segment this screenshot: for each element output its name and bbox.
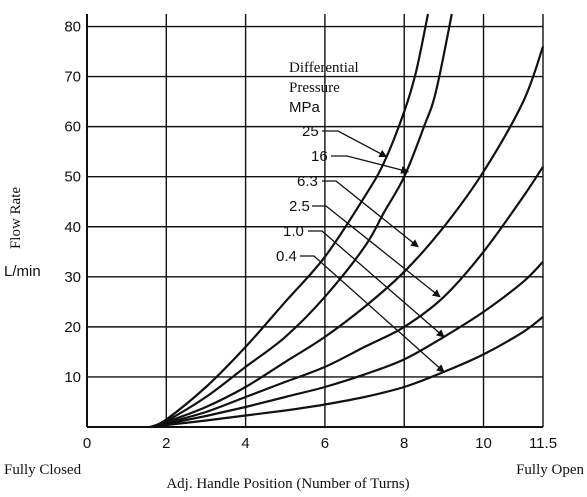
- series-label-16: 16: [311, 148, 328, 165]
- series-line-6-3: [150, 46, 545, 429]
- series-line-0-4: [150, 316, 544, 429]
- y-tick-label: 80: [64, 19, 81, 36]
- legend-title-line3: MPa: [289, 99, 321, 116]
- x-tick-label: 8: [400, 435, 408, 452]
- legend-title-line2: Pressure: [289, 80, 340, 96]
- leader-arrow-1-0: [308, 230, 445, 338]
- x-end-label-right: Fully Open: [516, 462, 584, 478]
- x-end-label-left: Fully Closed: [4, 462, 82, 478]
- series-label-6-3: 6.3: [297, 173, 318, 190]
- leader-arrow-2-5: [312, 205, 441, 298]
- x-tick-label: 10: [475, 435, 492, 452]
- y-tick-label: 70: [64, 69, 81, 86]
- series-label-0-4: 0.4: [276, 248, 297, 265]
- leader-arrow-16: [331, 155, 410, 174]
- leader-arrow-6-3: [322, 180, 419, 248]
- series-line-1-0: [150, 261, 544, 429]
- y-tick-label: 20: [64, 319, 81, 336]
- leader-arrow-0-4: [300, 255, 445, 373]
- x-tick-label: 6: [321, 435, 329, 452]
- series-curves: [149, 13, 545, 429]
- x-axis-label: Adj. Handle Position (Number of Turns): [166, 476, 409, 492]
- y-tick-label: 40: [64, 219, 81, 236]
- legend-title-line1: Differential: [289, 60, 359, 76]
- x-tick-label: 4: [241, 435, 249, 452]
- tick-labels: 10 20 30 40 50 60 70 80 0 2 4 6 8 10 11.5: [64, 19, 557, 452]
- y-tick-label: 50: [64, 169, 81, 186]
- grid: [87, 14, 544, 427]
- series-label-25: 25: [302, 123, 319, 140]
- x-tick-label: 2: [162, 435, 170, 452]
- series-line-25: [149, 13, 430, 429]
- x-tick-label: 11.5: [529, 435, 557, 452]
- series-label-1-0: 1.0: [283, 223, 304, 240]
- y-axis-unit: L/min: [4, 263, 41, 280]
- series-line-16: [150, 13, 453, 429]
- legend-leaders: [300, 130, 445, 373]
- series-label-2-5: 2.5: [289, 198, 310, 215]
- x-tick-label: 0: [83, 435, 91, 452]
- y-tick-label: 30: [64, 269, 81, 286]
- y-axis-label: Flow Rate: [8, 187, 24, 249]
- axes: [86, 14, 543, 428]
- y-tick-label: 10: [64, 369, 81, 386]
- leader-arrow-25: [322, 130, 388, 158]
- series-line-2-5: [150, 166, 544, 429]
- y-tick-label: 60: [64, 119, 81, 136]
